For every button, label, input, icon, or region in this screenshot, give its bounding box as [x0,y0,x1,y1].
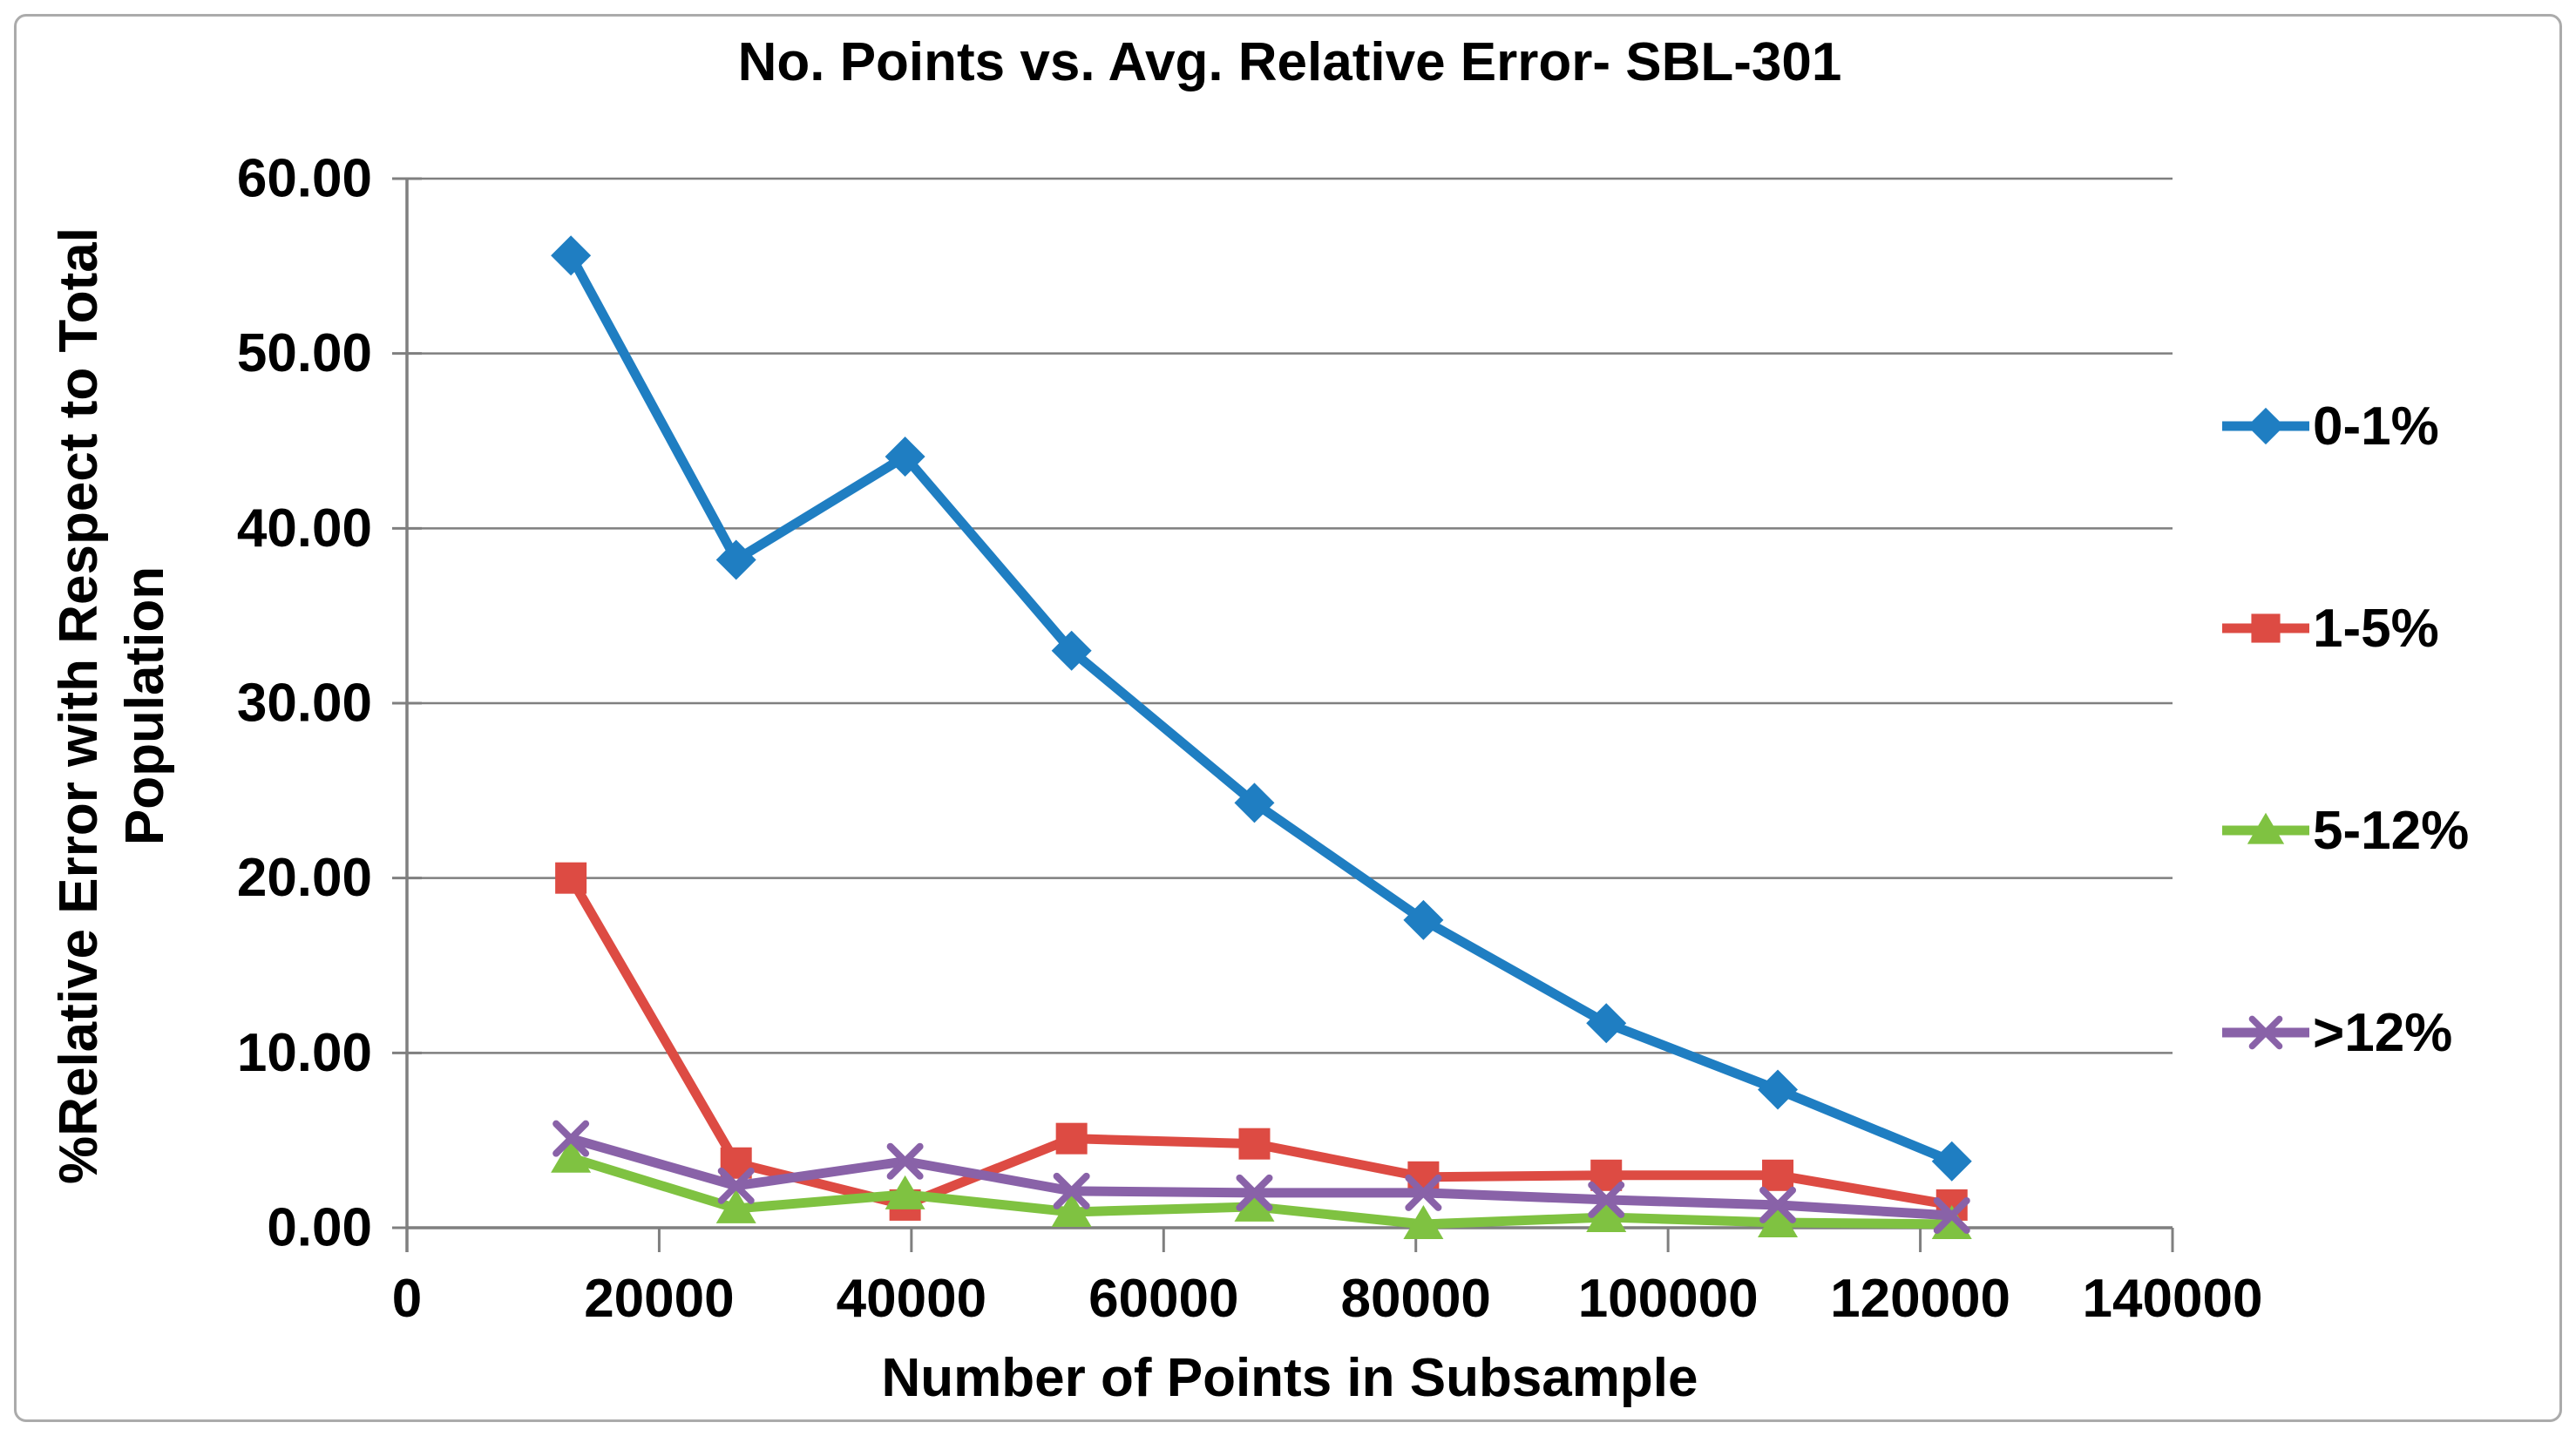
legend-marker-diamond-icon [2222,407,2309,445]
marker-x [1053,1172,1090,1209]
marker-diamond [1931,1141,1972,1182]
legend-label: 1-5% [2313,598,2439,659]
marker-triangle [1403,1204,1444,1239]
marker-triangle [551,1138,592,1173]
y-tick-label: 40.00 [237,498,372,559]
marker-diamond [1051,630,1092,671]
y-tick-label: 60.00 [237,149,372,209]
marker-x [1236,1174,1273,1211]
y-tick-label: 50.00 [237,323,372,383]
series-line-0 [566,250,1957,1167]
x-axis-title: Number of Points in Subsample [881,1348,1698,1408]
marker-triangle [1931,1204,1972,1239]
marker-square [1238,1128,1271,1160]
x-tick-label: 0 [392,1269,422,1329]
marker-triangle [2247,812,2285,844]
marker-x [2248,1015,2283,1050]
legend-item-1: 1-5% [2220,599,2469,659]
y-tick-label: 10.00 [237,1023,372,1083]
legend-marker-square-icon [2222,613,2309,643]
marker-diamond [1758,1069,1799,1110]
figure-border [14,14,2562,1422]
y-axis-title-line2: Population [115,566,175,846]
y-tick-label: 20.00 [237,848,372,908]
legend: 0-1% 1-5% 5-12% >12% [2220,396,2469,1208]
marker-diamond [1403,899,1444,940]
marker-square [1762,1159,1794,1191]
marker-triangle [1234,1187,1275,1222]
y-axis-title-line1: %Relative Error with Respect to Total [49,227,109,1184]
legend-item-2: 5-12% [2220,801,2469,861]
marker-x [552,1120,590,1157]
y-tick-label: 0.00 [267,1198,372,1258]
marker-triangle [1051,1192,1092,1227]
legend-label: 0-1% [2313,396,2439,457]
x-tick-label: 120000 [1830,1269,2010,1329]
x-tick-label: 80000 [1341,1269,1491,1329]
x-tick-label: 40000 [837,1269,986,1329]
marker-square [555,862,587,894]
marker-diamond [1586,1003,1627,1044]
marker-diamond [885,437,925,478]
marker-square [2251,613,2281,643]
marker-x [886,1142,924,1180]
marker-triangle [1758,1202,1799,1237]
x-tick-label: 140000 [2083,1269,2263,1329]
legend-item-0: 0-1% [2220,396,2469,457]
x-tick-label: 20000 [584,1269,734,1329]
legend-marker-triangle-icon [2222,812,2309,844]
legend-label: >12% [2313,1002,2453,1063]
marker-x [1405,1174,1442,1211]
marker-diamond [715,539,756,580]
marker-diamond [1234,782,1275,823]
marker-diamond [2247,407,2285,445]
y-tick-label: 30.00 [237,674,372,734]
marker-x [1759,1186,1797,1223]
chart-title: No. Points vs. Avg. Relative Error- SBL-… [737,32,1842,92]
marker-diamond [551,235,592,276]
legend-label: 5-12% [2313,800,2470,861]
y-axis-title: %Relative Error with Respect to Total Po… [46,113,189,1298]
marker-triangle [1586,1197,1627,1232]
x-tick-label: 60000 [1088,1269,1238,1329]
legend-marker-x-icon [2222,1015,2309,1050]
marker-square [1407,1161,1440,1193]
marker-triangle [715,1189,756,1223]
marker-x [717,1167,755,1204]
x-tick-label: 100000 [1578,1269,1759,1329]
marker-x [1933,1196,1970,1234]
marker-triangle [885,1175,925,1209]
legend-item-3: >12% [2220,1003,2469,1063]
marker-square [1055,1122,1088,1155]
marker-x [1588,1181,1625,1218]
